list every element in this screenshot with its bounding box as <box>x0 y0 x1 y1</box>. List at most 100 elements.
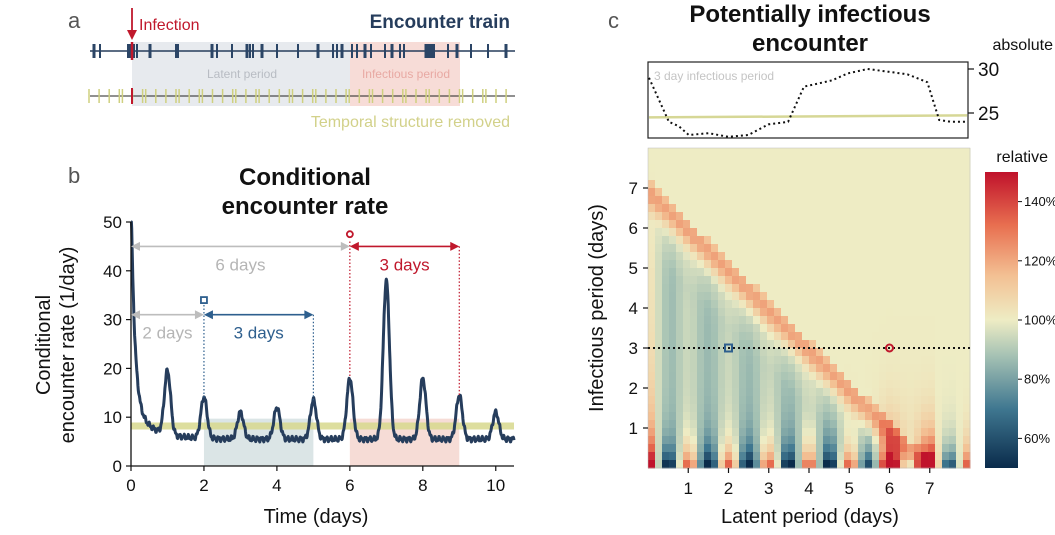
heatmap-cell <box>893 268 901 277</box>
heatmap-cell <box>956 156 964 165</box>
heatmap-cell <box>921 356 929 365</box>
heatmap-cell <box>753 244 761 253</box>
heatmap-cell <box>872 188 880 197</box>
heatmap-cell <box>928 340 936 349</box>
heatmap-cell <box>935 340 943 349</box>
heatmap-cell <box>935 260 943 269</box>
heatmap-cell <box>711 444 719 453</box>
heatmap-cell <box>942 388 950 397</box>
heatmap-cell <box>830 332 838 341</box>
heatmap-cell <box>879 252 887 261</box>
heatmap-cell <box>774 180 782 189</box>
heatmap-cell <box>935 348 943 357</box>
heatmap-cell <box>662 180 670 189</box>
heatmap-cell <box>788 356 796 365</box>
heatmap-cell <box>795 252 803 261</box>
heatmap-cell <box>837 284 845 293</box>
heatmap-cell <box>900 220 908 229</box>
heatmap-cell <box>788 300 796 309</box>
heatmap-cell <box>851 308 859 317</box>
heatmap-cell <box>844 444 852 453</box>
heatmap-cell <box>879 180 887 189</box>
heatmap-cell <box>669 396 677 405</box>
panel-b-title-line1: Conditional <box>239 164 371 191</box>
heatmap-cell <box>725 236 733 245</box>
heatmap-cell <box>809 428 817 437</box>
heatmap-cell <box>725 428 733 437</box>
heatmap-cell <box>753 324 761 333</box>
heatmap-cell <box>732 220 740 229</box>
heatmap-cell <box>963 300 971 309</box>
heatmap-cell <box>788 268 796 277</box>
x-tick-label: 10 <box>486 476 505 495</box>
heatmap-cell <box>921 340 929 349</box>
heatmap-cell <box>949 212 957 221</box>
heatmap-cell <box>928 244 936 253</box>
heatmap-cell <box>879 292 887 301</box>
heatmap-cell <box>760 236 768 245</box>
heatmap-cell <box>851 244 859 253</box>
heatmap-cell <box>774 404 782 413</box>
heatmap-cell <box>662 292 670 301</box>
heatmap-cell <box>886 396 894 405</box>
heatmap-cell <box>732 340 740 349</box>
heatmap-cell <box>858 388 866 397</box>
heatmap-cell <box>718 260 726 269</box>
heatmap-cell <box>732 420 740 429</box>
heatmap-cell <box>956 188 964 197</box>
heatmap-cell <box>816 220 824 229</box>
heatmap-cell <box>662 268 670 277</box>
heatmap-cell <box>746 276 754 285</box>
heatmap-cell <box>760 436 768 445</box>
heatmap-cell <box>942 412 950 421</box>
heatmap-cell <box>718 388 726 397</box>
heatmap-cell <box>739 396 747 405</box>
heatmap-cell <box>921 196 929 205</box>
heatmap-cell <box>914 188 922 197</box>
heatmap-cell <box>725 188 733 197</box>
heatmap-cell <box>872 236 880 245</box>
heatmap-cell <box>704 260 712 269</box>
heatmap-cell <box>844 428 852 437</box>
heatmap-cell <box>837 196 845 205</box>
heatmap-cell <box>788 220 796 229</box>
heatmap-cell <box>900 356 908 365</box>
heatmap-cell <box>774 348 782 357</box>
heatmap-cell <box>767 420 775 429</box>
heatmap-cell <box>767 244 775 253</box>
heatmap-cell <box>809 220 817 229</box>
heatmap-cell <box>942 228 950 237</box>
heatmap-cell <box>837 404 845 413</box>
heatmap-cell <box>725 356 733 365</box>
heatmap-cell <box>767 372 775 381</box>
heatmap-cell <box>725 260 733 269</box>
heatmap-cell <box>921 404 929 413</box>
heatmap-cell <box>900 444 908 453</box>
heatmap-cell <box>690 276 698 285</box>
heatmap-cell <box>963 412 971 421</box>
heatmap-cell <box>802 364 810 373</box>
heatmap-cell <box>690 372 698 381</box>
heatmap-cell <box>830 204 838 213</box>
heatmap-cell <box>676 196 684 205</box>
heatmap-cell <box>865 300 873 309</box>
heatmap-cell <box>879 316 887 325</box>
heatmap-cell <box>725 444 733 453</box>
heatmap-cell <box>711 372 719 381</box>
heatmap-cell <box>851 220 859 229</box>
heatmap-cell <box>669 196 677 205</box>
heatmap-cell <box>683 380 691 389</box>
heatmap-cell <box>900 212 908 221</box>
heatmap-cell <box>844 268 852 277</box>
heatmap-cell <box>907 164 915 173</box>
heatmap-cell <box>809 460 817 469</box>
heatmap-cell <box>865 436 873 445</box>
heatmap-cell <box>753 236 761 245</box>
heatmap-cell <box>865 156 873 165</box>
heatmap-cell <box>830 156 838 165</box>
heatmap-cell <box>949 228 957 237</box>
heatmap-cell <box>669 284 677 293</box>
heatmap-cell <box>879 228 887 237</box>
heatmap-cell <box>669 220 677 229</box>
